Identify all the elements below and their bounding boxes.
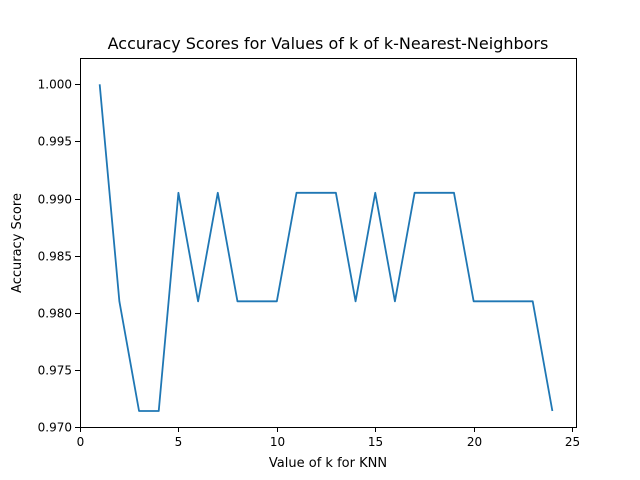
y-tick-label: 0.975 <box>38 364 72 378</box>
series-line <box>98 84 554 412</box>
chart-title: Accuracy Scores for Values of k of k-Nea… <box>108 34 549 53</box>
y-tick-label: 0.970 <box>38 421 72 435</box>
x-tick-label: 0 <box>77 435 85 449</box>
axis-ticks: 0 5 10 15 20 25 0.970 0.975 0.980 0.985 0.990 0.995… <box>38 78 581 450</box>
x-tick-label: 5 <box>175 435 183 449</box>
x-tick-label: 25 <box>565 435 580 449</box>
series-layer <box>98 84 554 412</box>
plot-frame <box>80 58 577 428</box>
x-tick-label: 20 <box>467 435 482 449</box>
y-tick-label: 0.990 <box>38 193 72 207</box>
x-tick-label: 10 <box>270 435 285 449</box>
x-tick-label: 15 <box>368 435 383 449</box>
x-axis-label: Value of k for KNN <box>269 456 387 471</box>
y-tick-label: 0.995 <box>38 135 72 149</box>
y-tick-label: 0.980 <box>38 307 72 321</box>
y-tick-label: 0.985 <box>38 250 72 264</box>
y-axis-label: Accuracy Score <box>10 193 25 293</box>
y-tick-label: 1.000 <box>38 78 72 92</box>
